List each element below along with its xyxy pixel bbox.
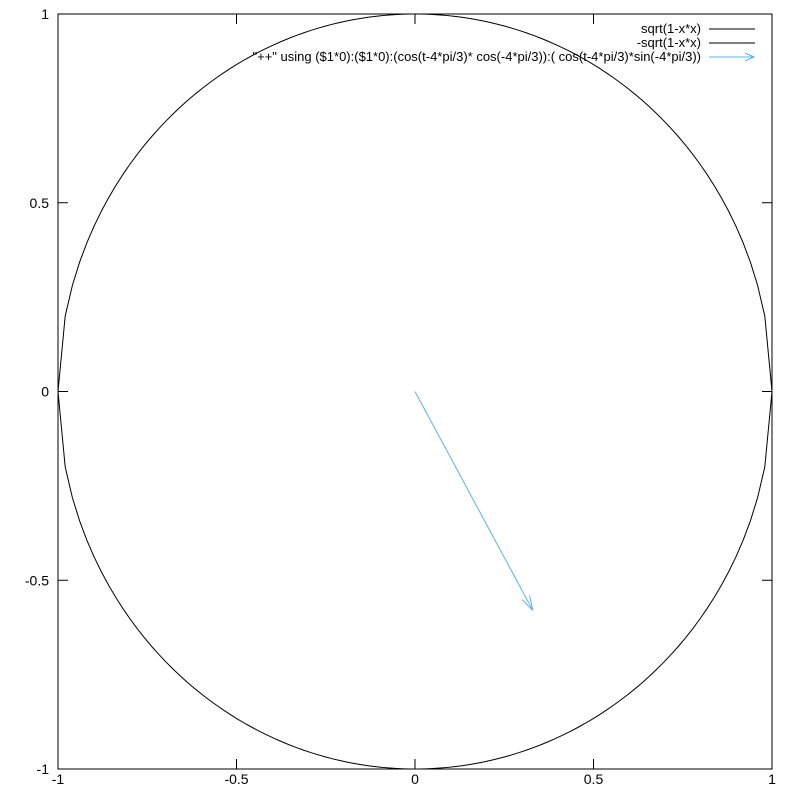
vector-arrow-head — [521, 599, 534, 611]
legend-label: -sqrt(1-x*x) — [636, 35, 701, 50]
x-tick-label: -1 — [52, 771, 65, 787]
legend-item-vector: "++" using ($1*0):($1*0):(cos(t-4*pi/3)*… — [253, 50, 758, 64]
legend-line-sample — [709, 28, 755, 30]
vector-arrow-head — [529, 595, 534, 611]
legend-arrow-sample — [709, 52, 756, 62]
x-tick-label: 1 — [768, 771, 776, 787]
y-tick-label: 1 — [41, 6, 49, 22]
legend-label: sqrt(1-x*x) — [641, 21, 701, 36]
vector-arrow-shaft — [414, 391, 534, 611]
legend-label: "++" using ($1*0):($1*0):(cos(t-4*pi/3)*… — [252, 49, 702, 64]
legend: sqrt(1-x*x) -sqrt(1-x*x) "++" using ($1*… — [253, 22, 758, 64]
legend-arrow-head — [744, 52, 756, 62]
x-tick-label: -0.5 — [224, 771, 248, 787]
x-tick-label: 0 — [411, 771, 419, 787]
x-tick-label: 0.5 — [584, 771, 604, 787]
y-tick-label: 0 — [41, 384, 49, 400]
legend-item-lower-semicircle: -sqrt(1-x*x) — [637, 36, 757, 50]
y-tick-label: -0.5 — [25, 572, 49, 588]
y-tick-label: 0.5 — [30, 195, 50, 211]
series-upper-semicircle — [57, 13, 773, 392]
y-tick-label: -1 — [37, 761, 50, 777]
legend-line-sample — [709, 42, 755, 44]
series-lower-semicircle — [57, 391, 773, 770]
legend-item-upper-semicircle: sqrt(1-x*x) — [641, 22, 757, 36]
